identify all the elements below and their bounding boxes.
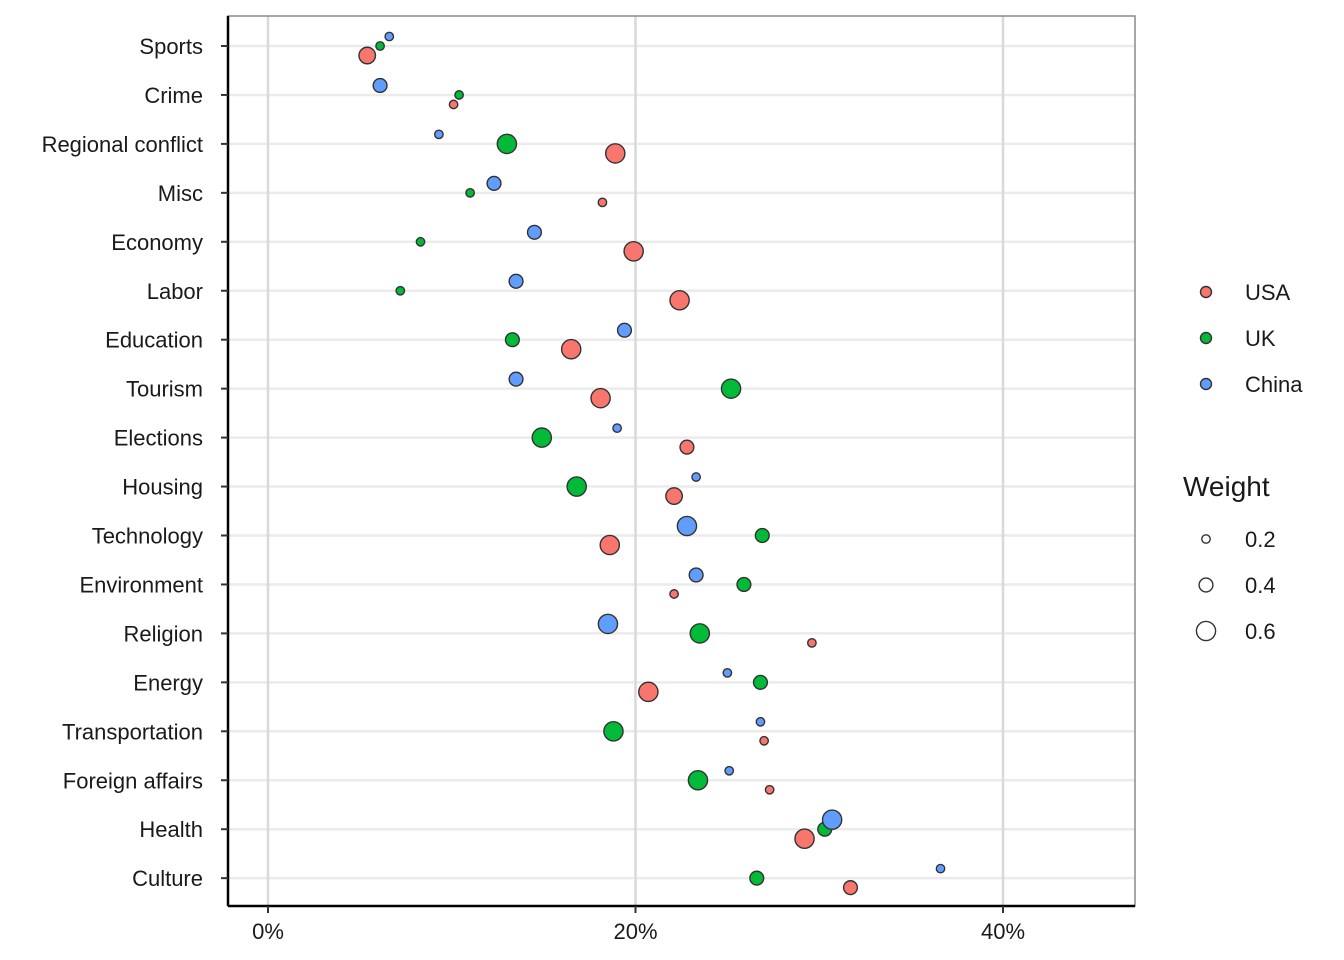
data-point — [433, 129, 444, 140]
category-label: Environment — [79, 572, 203, 597]
data-point — [604, 143, 626, 164]
size-legend-label: 0.6 — [1245, 619, 1276, 644]
size-legend-title: Weight — [1183, 471, 1270, 502]
category-label: Religion — [124, 621, 204, 646]
data-point — [486, 175, 502, 191]
data-point — [496, 133, 518, 155]
size-legend-key — [1201, 534, 1211, 544]
data-point — [807, 638, 817, 648]
legend-key — [1199, 331, 1213, 345]
category-label: Regional conflict — [42, 132, 203, 157]
data-point — [749, 870, 765, 886]
data-point — [736, 576, 752, 593]
category-label: Culture — [132, 866, 203, 891]
data-points — [358, 31, 946, 896]
data-point — [669, 589, 679, 599]
data-point — [395, 285, 406, 296]
panel-border — [227, 15, 1136, 907]
data-point — [508, 273, 524, 289]
data-point — [669, 289, 690, 311]
data-point — [415, 236, 426, 247]
legend-label: China — [1245, 372, 1303, 397]
data-point — [504, 332, 520, 348]
legend-key — [1199, 285, 1213, 299]
data-point — [759, 735, 770, 746]
legend-key — [1199, 377, 1213, 391]
data-point — [754, 527, 770, 544]
data-point — [688, 567, 704, 583]
category-label: Transportation — [62, 719, 203, 744]
data-point — [612, 423, 623, 433]
color-legend: USA UK China — [1199, 280, 1303, 397]
category-label: Foreign affairs — [63, 768, 203, 793]
data-point — [724, 765, 735, 776]
x-tick-label: 20% — [613, 919, 657, 944]
data-point — [842, 880, 859, 896]
data-point — [616, 322, 633, 338]
grid-lines — [228, 16, 1135, 906]
data-point — [372, 77, 388, 94]
category-label: Elections — [114, 426, 203, 451]
size-legend-label: 0.4 — [1245, 573, 1276, 598]
data-point — [935, 863, 946, 874]
x-tick-label: 0% — [252, 919, 284, 944]
data-point — [676, 515, 698, 537]
data-point — [599, 534, 621, 556]
category-label: Labor — [147, 279, 203, 304]
data-point — [665, 487, 684, 505]
data-point — [722, 667, 733, 678]
data-point — [638, 681, 659, 703]
category-label: Crime — [144, 83, 203, 108]
category-label: Misc — [158, 181, 203, 206]
axes: Sports Crime Regional conflict Misc Economy L… — [42, 16, 1135, 944]
data-point — [679, 439, 695, 455]
size-legend-key — [1198, 577, 1214, 593]
data-point — [526, 224, 543, 240]
data-point — [689, 623, 711, 644]
data-point — [384, 31, 395, 42]
data-point — [508, 371, 524, 387]
data-point — [358, 46, 377, 65]
data-point — [794, 828, 815, 850]
legend-label: UK — [1245, 326, 1276, 351]
data-point — [566, 476, 588, 497]
size-legend-key — [1195, 620, 1217, 642]
data-point — [764, 784, 775, 795]
legend-label: USA — [1245, 280, 1291, 305]
data-point — [531, 427, 553, 448]
data-point — [603, 721, 624, 742]
data-point — [560, 338, 582, 360]
data-point — [755, 716, 766, 727]
category-label: Energy — [133, 670, 203, 695]
category-label: Technology — [92, 524, 203, 549]
category-label: Housing — [122, 475, 203, 500]
data-point — [465, 187, 476, 198]
category-label: Tourism — [126, 377, 203, 402]
data-point — [375, 41, 385, 51]
size-legend-label: 0.2 — [1245, 527, 1276, 552]
category-label: Sports — [139, 34, 203, 59]
data-point — [821, 809, 843, 831]
data-point — [597, 197, 608, 208]
data-point — [752, 674, 769, 690]
data-point — [623, 240, 644, 262]
data-point — [448, 99, 459, 110]
data-point — [720, 378, 742, 399]
data-point — [454, 90, 464, 100]
data-point — [590, 387, 611, 409]
x-tick-label: 40% — [981, 919, 1025, 944]
data-point — [687, 769, 709, 791]
data-point — [691, 472, 702, 482]
category-label: Education — [105, 328, 203, 353]
category-label: Economy — [111, 230, 203, 255]
size-legend: Weight 0.2 0.4 0.6 — [1183, 471, 1276, 644]
data-point — [597, 613, 619, 635]
category-label: Health — [139, 817, 203, 842]
